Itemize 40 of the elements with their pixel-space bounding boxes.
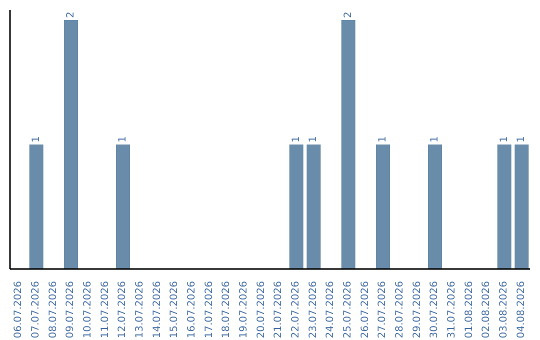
data-label: 1 [308,136,320,142]
x-tick-label: 20.07.2026 [256,281,267,338]
x-tick-label: 01.08.2026 [464,281,475,338]
x-tick-label: 09.07.2026 [65,281,76,338]
x-tick-label: 06.07.2026 [13,281,24,338]
data-label: 1 [290,136,302,142]
x-tick-label: 03.08.2026 [498,281,510,338]
data-label: 1 [516,136,528,142]
data-label: 1 [378,136,388,142]
x-tick-label: 24.07.2026 [325,281,336,338]
x-tick-label: 31.07.2026 [446,281,458,338]
x-tick-label: 21.07.2026 [273,281,284,338]
x-tick-label: 12.07.2026 [117,281,128,338]
x-tick-label: 26.07.2026 [360,281,371,338]
x-tick-label: 08.07.2026 [48,281,59,338]
data-label: 1 [30,136,42,142]
x-tick-label: 28.07.2026 [394,281,406,338]
x-tick-label: 29.07.2026 [412,281,423,338]
x-tick-label: 15.07.2026 [169,281,180,338]
x-tick-label: 27.07.2026 [377,281,388,338]
x-tick-label: 10.07.2026 [82,281,94,338]
x-tick-label: 02.08.2026 [481,281,492,338]
data-label: 1 [498,136,510,142]
x-tick-label: 04.08.2026 [516,281,527,338]
x-tick-label: 30.07.2026 [429,281,440,338]
x-tick-label: 16.07.2026 [186,281,198,338]
data-label: 2 [66,12,76,18]
x-tick-label: 22.07.2026 [290,281,302,338]
x-tick-label: 18.07.2026 [221,281,232,338]
x-tick-label: 11.07.2026 [100,281,111,338]
x-tick-label: 19.07.2026 [238,281,250,338]
x-tick-label: 17.07.2026 [204,281,215,338]
x-tick-label: 25.07.2026 [342,281,354,338]
x-tick-label: 14.07.2026 [152,281,163,338]
x-tick-label: 23.07.2026 [308,281,319,338]
x-tick-label: 07.07.2026 [30,281,42,338]
data-label: 1 [118,136,128,142]
data-label: 1 [430,136,440,142]
x-tick-label: 13.07.2026 [134,281,146,338]
data-label: 2 [342,12,354,18]
